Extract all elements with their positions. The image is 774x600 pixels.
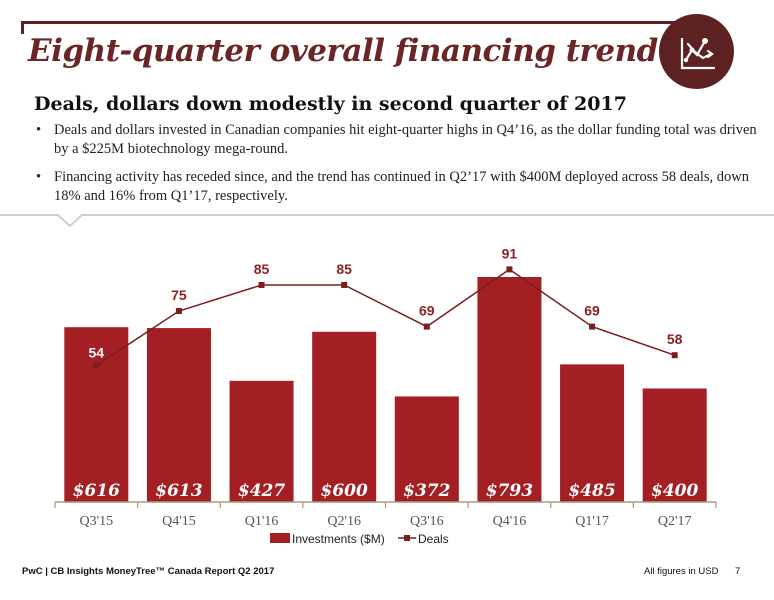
deals-marker — [423, 323, 430, 330]
x-tick-label: Q1'16 — [245, 514, 279, 529]
footer-note: All figures in USD — [644, 566, 719, 577]
deals-value-label: 69 — [584, 303, 600, 319]
x-tick-label: Q3'16 — [410, 514, 444, 529]
bar-value-label: $372 — [403, 481, 450, 501]
x-tick-label: Q4'16 — [493, 514, 527, 529]
bar-value-label: $613 — [155, 481, 202, 501]
deals-value-label: 85 — [254, 261, 270, 277]
deals-marker — [258, 282, 265, 288]
deals-marker — [341, 282, 348, 288]
x-tick-label: Q3'15 — [79, 514, 113, 529]
bar-value-label: $427 — [238, 481, 285, 501]
legend-label-deals: Deals — [418, 532, 449, 546]
legend-marker-deals — [404, 535, 410, 541]
bar-value-label: $485 — [568, 481, 615, 501]
deals-value-label: 91 — [502, 245, 518, 261]
bar-value-label: $600 — [321, 481, 368, 501]
x-tick-label: Q2'16 — [327, 514, 361, 529]
x-tick-label: Q2'17 — [658, 514, 692, 529]
bullet-list: Deals and dollars invested in Canadian c… — [34, 121, 764, 215]
x-tick-label: Q1'17 — [575, 514, 609, 529]
title-rule — [21, 21, 681, 24]
investment-bar — [560, 364, 625, 502]
section-divider — [0, 214, 774, 228]
page-title: Eight-quarter overall financing trend — [28, 33, 658, 69]
investment-bar — [64, 327, 129, 502]
line-chart-icon — [659, 14, 734, 89]
deals-marker — [589, 323, 596, 330]
bar-value-label: $793 — [486, 481, 533, 501]
deals-marker — [175, 308, 182, 314]
title-rule-corner — [21, 21, 24, 34]
bar-value-label: $616 — [73, 481, 120, 501]
deals-value-label: 58 — [667, 331, 683, 347]
deals-line — [95, 268, 675, 367]
investment-bar — [642, 388, 707, 502]
deals-value-label: 54 — [89, 345, 105, 361]
footer-source: PwC | CB Insights MoneyTree™ Canada Repo… — [22, 566, 275, 577]
legend-label-investments: Investments ($M) — [292, 532, 385, 546]
investment-bar — [477, 277, 542, 502]
page-subtitle: Deals, dollars down modestly in second q… — [34, 93, 627, 115]
bar-value-label: $400 — [651, 481, 698, 501]
deals-value-label: 69 — [419, 303, 435, 319]
financing-chart: $616 Q3'15 $613 Q4'15 $427 Q1'16 $600 Q2'16 $372… — [54, 245, 717, 546]
deals-marker — [671, 352, 678, 359]
deals-value-label: 75 — [171, 287, 187, 303]
deals-marker — [93, 362, 100, 369]
page-number: 7 — [735, 566, 741, 577]
legend-swatch-investments — [270, 533, 290, 543]
investment-bar — [229, 380, 294, 502]
x-tick-label: Q4'15 — [162, 514, 196, 529]
bullet-item: Financing activity has receded since, an… — [34, 168, 764, 206]
investment-bar — [394, 396, 459, 502]
deals-value-label: 85 — [336, 261, 352, 277]
deals-marker — [506, 266, 513, 273]
investment-bar — [312, 331, 377, 502]
investment-bar — [146, 328, 211, 502]
bullet-item: Deals and dollars invested in Canadian c… — [34, 121, 764, 159]
